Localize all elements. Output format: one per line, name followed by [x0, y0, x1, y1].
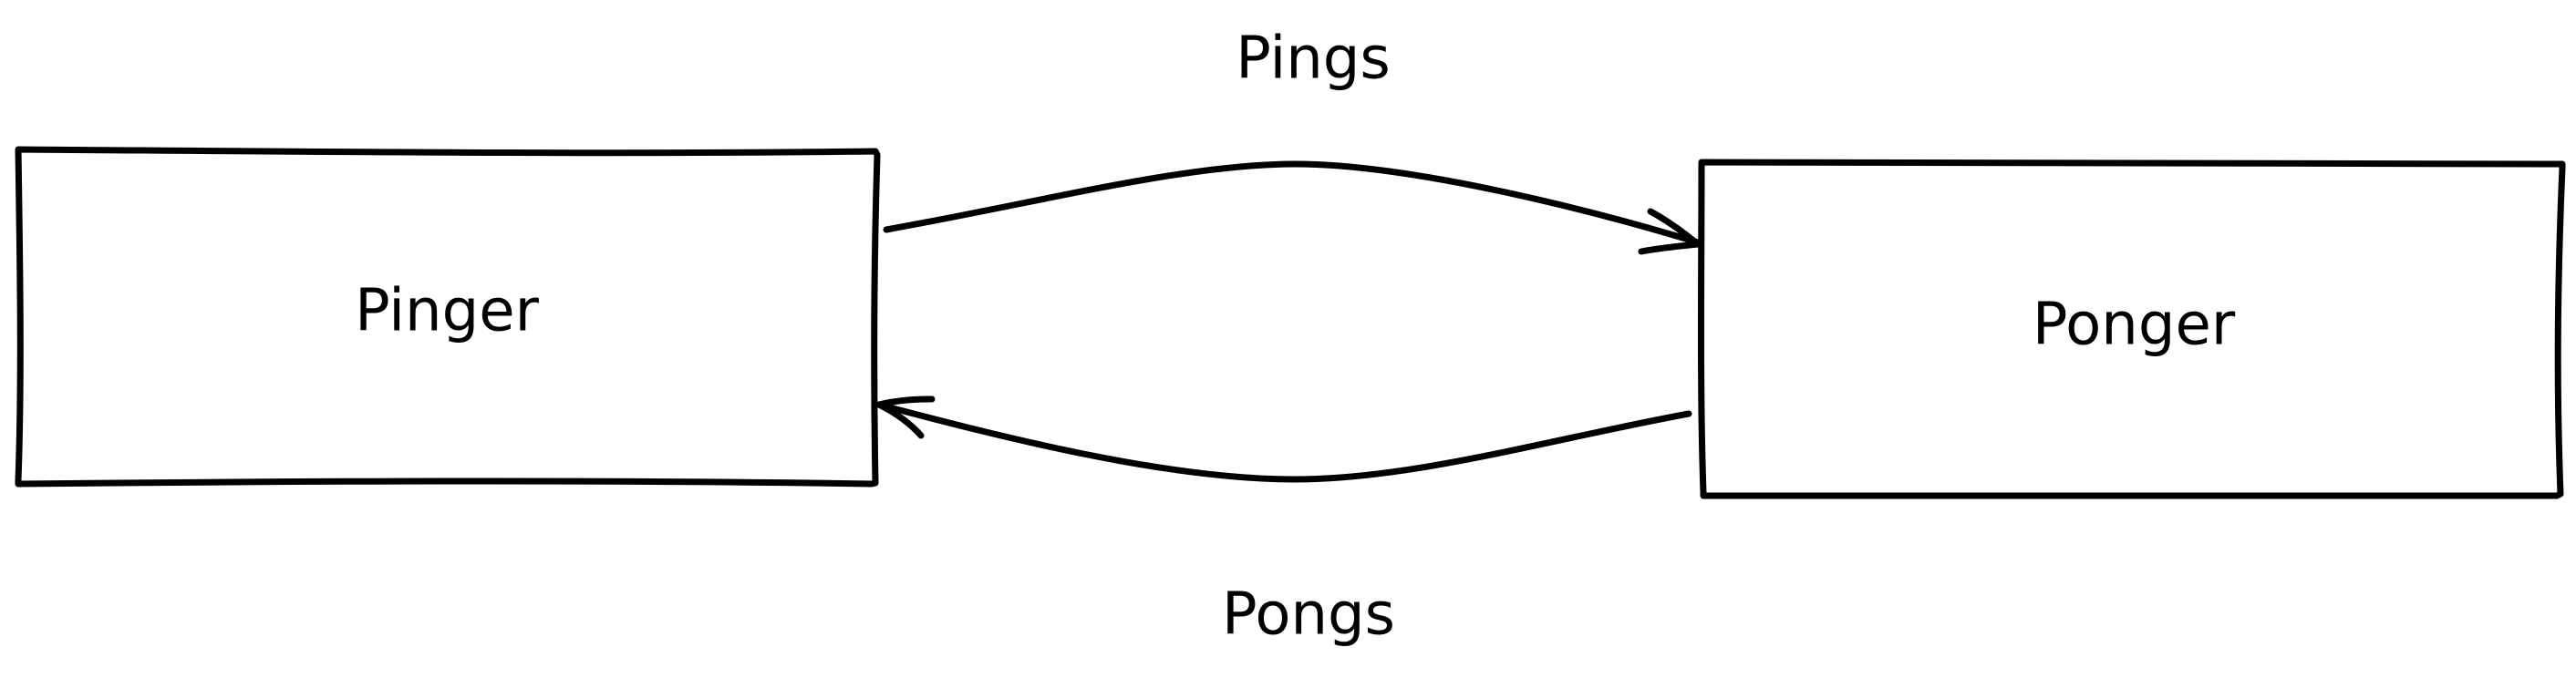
pings-edge[interactable]: Pings	[883, 26, 1702, 255]
pinger-node[interactable]: Pinger	[15, 146, 881, 488]
pongs-arrow-line	[875, 401, 1692, 483]
pings-arrow-line	[883, 160, 1702, 246]
pongs-label: Pongs	[1222, 581, 1395, 649]
pings-arrowhead	[1638, 208, 1702, 255]
ponger-box	[1698, 159, 2566, 499]
ponger-node[interactable]: Ponger	[1698, 159, 2566, 499]
pinger-label: Pinger	[355, 278, 540, 345]
ponger-label: Ponger	[2033, 292, 2236, 359]
pings-label: Pings	[1236, 26, 1391, 93]
pinger-box	[15, 146, 881, 488]
pongs-arrowhead	[875, 396, 936, 439]
pongs-edge[interactable]: Pongs	[875, 396, 1692, 649]
